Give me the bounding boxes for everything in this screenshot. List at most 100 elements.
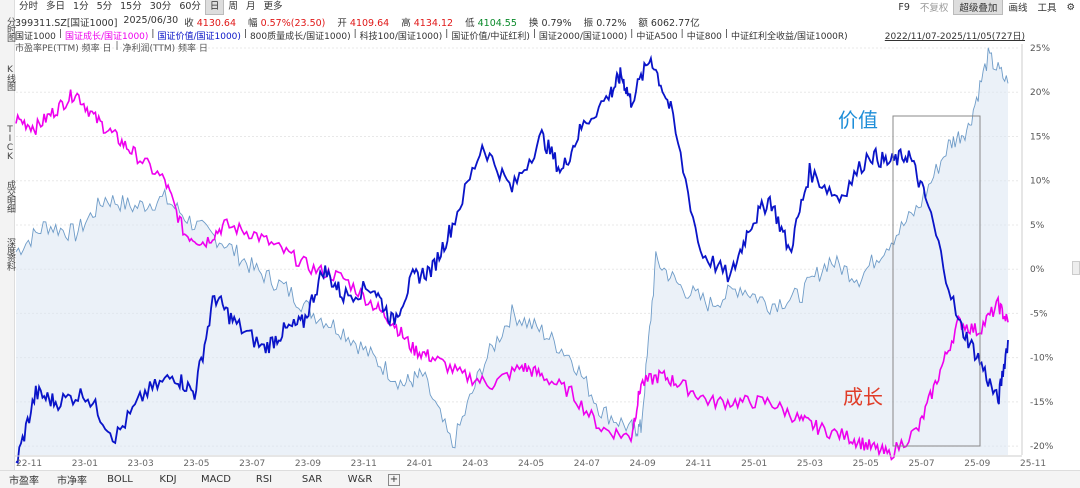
x-tick-label: 22-11 <box>16 459 42 469</box>
growth-series-line <box>15 89 1009 461</box>
x-tick-label: 24-01 <box>406 459 432 469</box>
left-sidebar: 分时图 K线图 TICK 成交明细 深度资料 <box>0 0 15 488</box>
high-value: 高 4134.12 <box>401 18 454 29</box>
indicator-pe[interactable]: 市盈率PE(TTM) 频率 日 <box>15 44 112 54</box>
x-tick-label: 24-07 <box>574 459 600 469</box>
pe-ratio-area <box>16 47 1008 456</box>
tab-kdj[interactable]: KDJ <box>159 474 177 485</box>
index-item[interactable]: 国证2000/国证1000) <box>538 32 628 42</box>
y-tick-label: 10% <box>1030 177 1050 187</box>
quote-info-row: 399311.SZ[国证1000] 2025/06/30 收 4130.64 幅… <box>15 15 712 29</box>
y-tick-label: -10% <box>1030 354 1054 364</box>
amplitude-value: 振 0.72% <box>583 18 627 29</box>
x-tick-label: 23-11 <box>351 459 377 469</box>
index-item[interactable]: 中证A500 <box>636 32 678 42</box>
y-tick-label: -15% <box>1030 398 1054 408</box>
quote-date: 2025/06/30 <box>123 15 179 26</box>
annotation-value: 价值 <box>838 108 878 132</box>
index-item-growth[interactable]: 国证成长/国证1000) <box>64 32 149 42</box>
turnover-value: 换 0.79% <box>528 18 572 29</box>
tab-trade-detail[interactable]: 成交明细 <box>5 180 15 212</box>
y-tick-label: 25% <box>1030 44 1050 54</box>
tab-macd[interactable]: MACD <box>201 474 231 485</box>
open-value: 开 4109.64 <box>337 18 390 29</box>
tab-pe[interactable]: 市盈率 <box>9 476 39 487</box>
tab-intraday[interactable]: 分时图 <box>5 17 15 41</box>
amount-value: 额 6062.77亿 <box>638 18 700 29</box>
x-axis: 22-11 23-01 23-03 23-05 23-07 23-09 23-11 24-01… <box>0 455 1046 469</box>
date-range[interactable]: 2022/11/07-2025/11/05(727日) <box>884 32 1025 42</box>
chart-canvas[interactable]: 25% 20% 15% 10% 5% 0% -5% -10% -15% -20% 22-11 23-… <box>0 0 1080 470</box>
index-item[interactable]: 中证红利全收益/国证1000R) <box>730 32 848 42</box>
overlay-index-row: 国证1000 | 国证成长/国证1000) | 国证价值/国证1000) | 800质… <box>15 29 1025 42</box>
y-tick-label: -20% <box>1030 442 1054 452</box>
tools-button[interactable]: 工具 <box>1037 3 1057 14</box>
pe-ratio-line <box>15 47 1009 449</box>
period-30min[interactable]: 30分 <box>149 1 172 12</box>
index-item[interactable]: 国证价值/中证红利) <box>451 32 530 42</box>
indicator-net-profit[interactable]: 净利润(TTM) 频率 日 <box>122 44 208 54</box>
y-tick-label: 15% <box>1030 132 1050 142</box>
period-intraday[interactable]: 分时 <box>19 1 39 12</box>
tab-boll[interactable]: BOLL <box>107 474 133 485</box>
low-value: 低 4104.55 <box>465 18 517 29</box>
x-tick-label: 25-03 <box>797 459 823 469</box>
x-tick-label: 23-03 <box>128 459 154 469</box>
period-15min[interactable]: 15分 <box>120 1 142 12</box>
right-controls: F9 不复权 超级叠加 画线 工具 ⚙ <box>893 0 1080 15</box>
index-item[interactable]: 国证1000 <box>15 32 56 42</box>
index-item[interactable]: 科技100/国证1000) <box>359 32 443 42</box>
value-series-line <box>15 54 1009 465</box>
period-toolbar: 分时 多日 1分 5分 15分 30分 60分 日 周 月 更多 F9 不复权 … <box>15 0 1080 15</box>
period-more[interactable]: 更多 <box>263 1 283 12</box>
security-code: 399311.SZ[国证1000] <box>15 18 118 29</box>
x-tick-label: 25-01 <box>741 459 767 469</box>
indicator-row: 市盈率PE(TTM) 频率 日 | 净利润(TTM) 频率 日 <box>15 41 208 54</box>
period-multiday[interactable]: 多日 <box>46 1 66 12</box>
x-tick-label: 25-05 <box>853 459 879 469</box>
f9-button[interactable]: F9 <box>898 1 910 13</box>
index-item[interactable]: 中证800 <box>686 32 722 42</box>
tab-pb[interactable]: 市净率 <box>57 476 87 487</box>
tab-tick[interactable]: TICK <box>5 125 15 161</box>
annotation-growth: 成长 <box>843 385 883 409</box>
y-tick-label: 5% <box>1030 221 1045 231</box>
no-adjust-button[interactable]: 不复权 <box>919 3 949 14</box>
period-week[interactable]: 周 <box>228 1 238 12</box>
x-tick-label: 23-07 <box>239 459 265 469</box>
add-indicator-button[interactable]: + <box>388 473 400 486</box>
period-60min[interactable]: 60分 <box>179 1 201 12</box>
highlight-box <box>892 115 981 447</box>
indicator-tabs-bar: 市盈率 市净率 BOLL KDJ MACD RSI SAR W&R + <box>0 261 1080 488</box>
tab-depth-info[interactable]: 深度资料 <box>5 238 15 270</box>
period-month[interactable]: 月 <box>245 1 256 12</box>
index-item[interactable]: 800质量成长/国证1000) <box>249 32 351 42</box>
x-tick-label: 24-05 <box>518 459 544 469</box>
y-axis: 25% 20% 15% 10% 5% 0% -5% -10% -15% -20% <box>1021 44 1054 455</box>
super-overlay-button[interactable]: 超级叠加 <box>953 0 1004 15</box>
change-value: 幅 0.57%(23.50) <box>248 18 326 29</box>
tab-wr[interactable]: W&R <box>347 474 373 485</box>
tab-kline[interactable]: K线图 <box>5 65 15 90</box>
x-tick-label: 23-01 <box>72 459 98 469</box>
close-value: 收 4130.64 <box>184 18 237 29</box>
x-tick-label: 24-11 <box>685 459 711 469</box>
y-tick-label: 0% <box>1030 265 1045 275</box>
x-tick-label: 23-05 <box>183 459 209 469</box>
index-item-value[interactable]: 国证价值/国证1000) <box>157 32 241 42</box>
x-tick-label: 23-09 <box>295 459 321 469</box>
x-tick-label: 25-09 <box>964 459 990 469</box>
x-tick-label: 25-11 <box>1020 459 1046 469</box>
x-tick-label: 24-09 <box>630 459 656 469</box>
x-tick-label: 24-03 <box>462 459 488 469</box>
settings-icon[interactable]: ⚙ <box>1066 1 1075 13</box>
period-day[interactable]: 日 <box>204 0 225 15</box>
draw-line-button[interactable]: 画线 <box>1008 3 1028 14</box>
y-tick-label: 20% <box>1030 88 1050 98</box>
tab-rsi[interactable]: RSI <box>255 474 273 485</box>
period-1min[interactable]: 1分 <box>73 1 89 12</box>
scroll-handle[interactable] <box>1072 261 1080 275</box>
tab-sar[interactable]: SAR <box>301 474 323 485</box>
period-5min[interactable]: 5分 <box>96 1 113 12</box>
y-tick-label: -5% <box>1030 309 1048 319</box>
